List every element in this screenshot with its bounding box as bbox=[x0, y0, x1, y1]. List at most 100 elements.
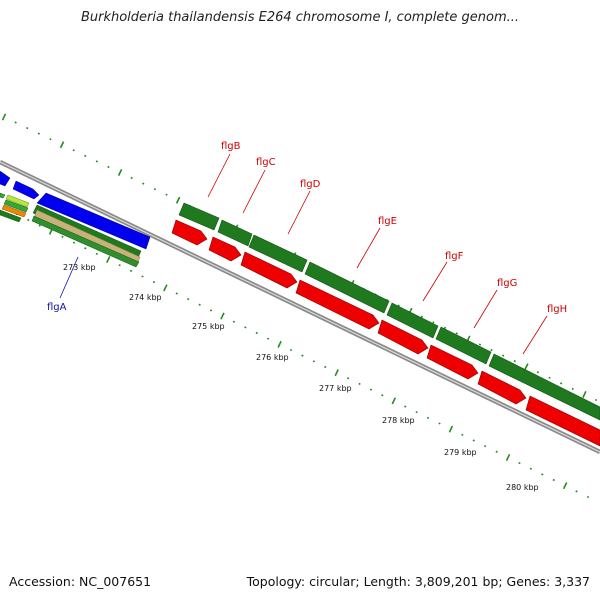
major-tick bbox=[59, 141, 65, 149]
cds-flgC[interactable] bbox=[217, 219, 253, 247]
blue-feature-1[interactable] bbox=[0, 170, 11, 187]
minor-tick bbox=[575, 490, 578, 493]
minor-tick bbox=[415, 411, 418, 414]
minor-tick bbox=[483, 444, 487, 448]
red-cds-6[interactable] bbox=[426, 344, 479, 380]
inner-tick-ring bbox=[4, 207, 590, 499]
scale-label-279: 279 kbp bbox=[444, 448, 477, 457]
red-cds-1[interactable] bbox=[171, 219, 208, 246]
minor-tick bbox=[594, 398, 598, 402]
scale-label-276: 276 kbp bbox=[256, 353, 289, 362]
minor-tick bbox=[165, 193, 168, 196]
minor-tick bbox=[84, 154, 87, 157]
minor-tick bbox=[472, 439, 475, 442]
minor-tick bbox=[536, 371, 540, 374]
cds-flgG[interactable] bbox=[435, 326, 492, 365]
gene-label-flgG[interactable]: flgG bbox=[497, 278, 517, 289]
gene-label-flgC[interactable]: flgC bbox=[256, 157, 276, 168]
green-block-small-2[interactable] bbox=[0, 192, 6, 199]
major-tick bbox=[105, 256, 111, 264]
major-tick bbox=[277, 340, 282, 348]
scale-label-274: 274 kbp bbox=[129, 293, 162, 302]
major-tick bbox=[562, 482, 568, 490]
blue-feature-2[interactable] bbox=[12, 180, 40, 200]
minor-tick bbox=[26, 126, 29, 130]
major-tick bbox=[582, 390, 587, 398]
cds-flgF[interactable] bbox=[386, 302, 439, 339]
minor-tick bbox=[84, 247, 87, 250]
scale-label-275: 275 kbp bbox=[192, 322, 225, 331]
green-small-block[interactable] bbox=[3, 199, 29, 213]
minor-tick bbox=[209, 309, 213, 312]
gene-label-flgB[interactable]: flgB bbox=[221, 141, 241, 152]
minor-tick bbox=[49, 138, 52, 141]
minor-tick bbox=[27, 218, 30, 222]
minor-tick bbox=[552, 478, 555, 482]
red-cds-2[interactable] bbox=[208, 236, 242, 262]
left-feature-blocks bbox=[0, 170, 151, 268]
cds-flgE[interactable] bbox=[304, 261, 390, 314]
cds-flgB[interactable] bbox=[178, 202, 220, 231]
footer-stats: Topology: circular; Length: 3,809,201 bp… bbox=[246, 574, 590, 589]
major-tick bbox=[334, 369, 339, 377]
red-cds-5[interactable] bbox=[377, 319, 429, 355]
major-tick bbox=[163, 284, 168, 292]
major-tick bbox=[524, 363, 529, 371]
minor-tick bbox=[501, 354, 505, 357]
red-cds-7[interactable] bbox=[477, 370, 527, 405]
minor-tick bbox=[130, 176, 133, 180]
minor-tick bbox=[175, 292, 178, 295]
blue-feature-3[interactable] bbox=[36, 192, 151, 250]
minor-tick bbox=[38, 224, 41, 227]
minor-tick bbox=[186, 297, 190, 301]
gene-label-flgD[interactable]: flgD bbox=[300, 179, 321, 190]
orange-block[interactable] bbox=[1, 204, 27, 218]
minor-tick bbox=[244, 326, 247, 329]
yellow-green-block[interactable] bbox=[5, 194, 30, 208]
minor-tick bbox=[518, 461, 521, 465]
red-cds-3[interactable] bbox=[240, 251, 298, 289]
minor-tick bbox=[529, 467, 533, 470]
minor-tick bbox=[461, 433, 464, 436]
major-tick bbox=[1, 113, 7, 121]
major-tick bbox=[391, 397, 397, 405]
scale-label-273: 273 kbp bbox=[63, 263, 96, 272]
minor-tick bbox=[455, 332, 458, 335]
gene-label-flgE[interactable]: flgE bbox=[378, 216, 397, 227]
major-tick bbox=[505, 453, 511, 461]
minor-tick bbox=[420, 315, 424, 318]
scale-label-277: 277 kbp bbox=[319, 384, 352, 393]
major-tick bbox=[220, 312, 225, 320]
scale-label-280: 280 kbp bbox=[506, 483, 539, 492]
minor-tick bbox=[95, 160, 99, 163]
minor-tick bbox=[478, 343, 482, 346]
major-tick bbox=[175, 196, 181, 204]
reverse-cds-track bbox=[171, 219, 600, 447]
scale-labels: 273 kbp 274 kbp 275 kbp 276 kbp 277 kbp … bbox=[63, 263, 539, 492]
minor-tick bbox=[438, 422, 441, 425]
minor-tick bbox=[426, 416, 430, 419]
minor-tick bbox=[541, 473, 544, 476]
red-cds-4[interactable] bbox=[295, 279, 380, 330]
gene-label-flgH[interactable]: flgH bbox=[547, 304, 567, 315]
minor-tick bbox=[559, 382, 563, 385]
major-tick bbox=[117, 168, 123, 176]
minor-tick bbox=[72, 241, 76, 244]
major-tick bbox=[448, 425, 454, 433]
minor-tick bbox=[495, 450, 498, 453]
gene-labels: flgA flgB flgC flgD flgE flgF flgG flgH bbox=[47, 141, 567, 315]
minor-tick bbox=[548, 376, 551, 379]
gene-label-flgA[interactable]: flgA bbox=[47, 302, 67, 313]
genome-backbone bbox=[0, 159, 600, 455]
minor-tick bbox=[198, 303, 201, 306]
gene-label-leaders bbox=[59, 153, 548, 355]
dark-green-block[interactable] bbox=[0, 209, 22, 223]
cds-flgD[interactable] bbox=[248, 234, 308, 273]
green-feature-lower[interactable] bbox=[31, 215, 140, 268]
minor-tick bbox=[107, 165, 110, 169]
red-cds-8[interactable] bbox=[525, 395, 600, 447]
gene-label-flgF[interactable]: flgF bbox=[445, 251, 464, 262]
minor-tick bbox=[289, 348, 293, 352]
cds-flgH[interactable] bbox=[488, 353, 600, 421]
